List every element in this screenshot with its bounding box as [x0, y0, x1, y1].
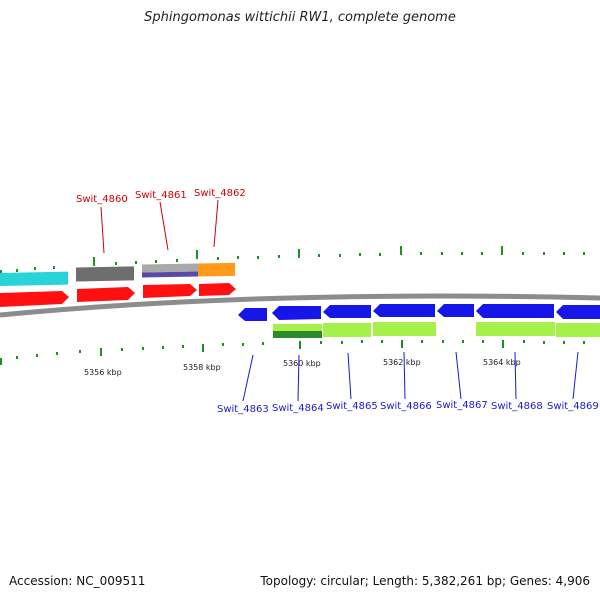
lower-feature-track	[273, 322, 600, 338]
cds-arrow-red-1	[0, 291, 69, 307]
gene-label-swit-4868[interactable]: Swit_4868	[491, 401, 543, 412]
cds-arrow-red-4861	[143, 284, 197, 298]
gene-label-swit-4865[interactable]: Swit_4865	[326, 401, 378, 412]
gene-label-swit-4862[interactable]: Swit_4862	[194, 188, 246, 199]
feature-lime-4865	[323, 323, 371, 337]
gene-label-swit-4867[interactable]: Swit_4867	[436, 400, 488, 411]
cds-arrow-blue-4868	[476, 304, 554, 318]
bottom-label-leaders	[242, 351, 579, 402]
feature-lime-4869	[556, 323, 600, 337]
feature-lime-4868	[476, 322, 555, 336]
map-title: Sphingomonas wittichii RW1, complete gen…	[144, 10, 456, 25]
gene-label-swit-4864[interactable]: Swit_4864	[272, 403, 324, 414]
feature-darkgreen-4864	[273, 331, 322, 338]
gene-label-swit-4861[interactable]: Swit_4861	[135, 190, 187, 201]
top-label-leaders	[100, 199, 219, 254]
red-cds-track	[0, 283, 236, 307]
top-gene-labels: Swit_4860 Swit_4861 Swit_4862	[76, 188, 246, 205]
genome-backbone	[0, 293, 600, 318]
kbp-label-5360: 5360 kbp	[283, 359, 321, 368]
feature-grey-4860	[76, 266, 134, 282]
kbp-label-5364: 5364 kbp	[483, 358, 521, 367]
gene-label-swit-4869[interactable]: Swit_4869	[547, 401, 599, 412]
feature-lime-4866	[373, 322, 436, 336]
gene-label-swit-4860[interactable]: Swit_4860	[76, 194, 128, 205]
cds-arrow-blue-4864	[272, 306, 321, 320]
gene-label-swit-4866[interactable]: Swit_4866	[380, 401, 432, 412]
gene-label-swit-4863[interactable]: Swit_4863	[217, 404, 269, 415]
blue-cds-track	[238, 304, 600, 321]
kbp-labels: 5356 kbp 5358 kbp 5360 kbp 5362 kbp 5364…	[84, 358, 521, 377]
top-feature-track	[0, 262, 235, 286]
feature-lime-4864a	[273, 324, 322, 331]
genome-summary-text: Topology: circular; Length: 5,382,261 bp…	[260, 574, 590, 588]
cds-arrow-red-4862	[199, 283, 236, 296]
cds-arrow-blue-4866	[373, 304, 435, 317]
feature-lightgrey-4861	[142, 263, 198, 273]
accession-text: Accession: NC_009511	[9, 574, 146, 588]
feature-cyan	[0, 271, 68, 286]
cds-arrow-blue-4869	[556, 305, 600, 319]
feature-orange-4862	[198, 262, 235, 277]
lower-tick-track	[0, 340, 585, 365]
cds-arrow-red-4860	[77, 287, 135, 302]
cds-arrow-blue-4865	[323, 305, 371, 318]
upper-tick-track	[0, 246, 585, 273]
kbp-label-5356: 5356 kbp	[84, 368, 122, 377]
feature-purple-4861	[142, 271, 198, 278]
kbp-label-5362: 5362 kbp	[383, 358, 421, 367]
kbp-label-5358: 5358 kbp	[183, 363, 221, 372]
bottom-gene-labels: Swit_4863 Swit_4864 Swit_4865 Swit_4866 …	[217, 400, 599, 415]
cds-arrow-blue-4863	[238, 308, 267, 321]
cds-arrow-blue-4867	[437, 304, 474, 317]
